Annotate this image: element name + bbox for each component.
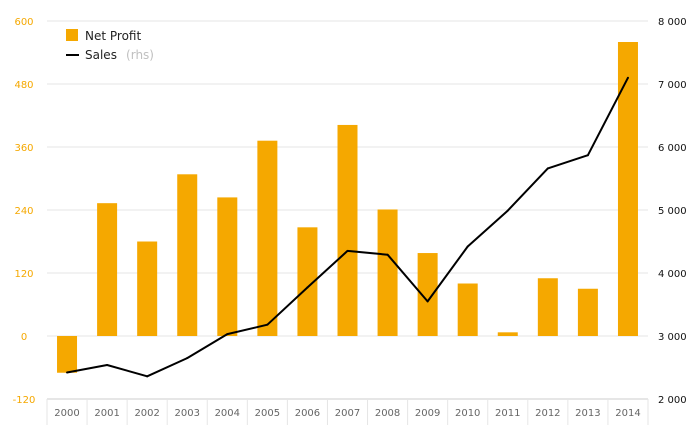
x-tick-label: 2005 <box>255 408 280 419</box>
x-tick-label: 2000 <box>54 408 79 419</box>
x-tick-label: 2002 <box>134 408 159 419</box>
legend-label-net-profit: Net Profit <box>85 29 141 43</box>
x-tick-label: 2007 <box>335 408 360 419</box>
x-tick-label: 2014 <box>615 408 640 419</box>
y-left-tick-label: 120 <box>14 269 33 280</box>
x-tick-label: 2013 <box>575 408 600 419</box>
legend-label-sales-name: Sales <box>85 48 117 62</box>
bar-2002 <box>137 241 158 336</box>
y-right-tick-label: 5 000 <box>658 206 687 217</box>
y-right-tick-label: 8 000 <box>658 17 687 28</box>
sales-point-2007 <box>346 249 349 252</box>
y-right-tick-label: 3 000 <box>658 332 687 343</box>
sales-point-2011 <box>506 209 509 212</box>
sales-point-2001 <box>106 363 109 366</box>
bar-2001 <box>97 203 118 336</box>
y-left-tick-label: 480 <box>14 80 33 91</box>
y-left-tick-label: 240 <box>14 206 33 217</box>
bar-2000 <box>57 336 78 373</box>
bar-2007 <box>337 124 358 336</box>
x-tick-label: 2008 <box>375 408 400 419</box>
bar-2012 <box>537 278 558 336</box>
sales-point-2003 <box>186 357 189 360</box>
x-tick-label: 2010 <box>455 408 480 419</box>
x-tick-label: 2006 <box>295 408 320 419</box>
bar-2010 <box>457 283 478 336</box>
y-left-tick-label: 0 <box>21 332 27 343</box>
y-right-tick-label: 4 000 <box>658 269 687 280</box>
sales-point-2004 <box>226 333 229 336</box>
x-tick-label: 2011 <box>495 408 520 419</box>
bar-2006 <box>297 227 318 336</box>
axes: -120 0 120 240 360 480 600 2 000 3 000 4 000 5 000… <box>13 17 687 425</box>
bar-2005 <box>257 140 278 336</box>
y-right-tick-label: 2 000 <box>658 395 687 406</box>
x-tick-label: 2009 <box>415 408 440 419</box>
bar-2009 <box>417 253 438 336</box>
bar-2003 <box>177 174 198 336</box>
bar-2013 <box>577 288 598 336</box>
sales-point-2009 <box>426 300 429 303</box>
y-left-tick-label: 600 <box>14 17 33 28</box>
y-right-tick-label: 7 000 <box>658 80 687 91</box>
sales-point-2013 <box>586 154 589 157</box>
x-tick-label: 2012 <box>535 408 560 419</box>
sales-point-2010 <box>466 245 469 248</box>
sales-point-2006 <box>306 286 309 289</box>
bar-series-net-profit <box>57 42 638 373</box>
sales-point-2005 <box>266 323 269 326</box>
line-series-sales <box>66 76 629 378</box>
sales-point-2002 <box>146 375 149 378</box>
y-right-tick-label: 6 000 <box>658 143 687 154</box>
legend: Net Profit Sales (rhs) <box>66 29 154 63</box>
x-tick-label: 2004 <box>215 408 240 419</box>
sales-point-2008 <box>386 253 389 256</box>
legend-swatch-net-profit <box>66 29 78 41</box>
x-tick-label: 2001 <box>94 408 119 419</box>
legend-label-sales-suffix: (rhs) <box>126 48 154 62</box>
bar-2014 <box>617 42 638 336</box>
y-left-tick-label: -120 <box>13 395 36 406</box>
sales-point-2000 <box>66 371 69 374</box>
bar-2011 <box>497 332 518 336</box>
y-left-tick-label: 360 <box>14 143 33 154</box>
x-tick-label: 2003 <box>175 408 200 419</box>
sales-point-2014 <box>626 76 629 79</box>
sales-point-2012 <box>546 167 549 170</box>
bar-2004 <box>217 197 238 336</box>
legend-label-sales: Sales (rhs) <box>85 44 154 63</box>
bar-2008 <box>377 209 398 336</box>
